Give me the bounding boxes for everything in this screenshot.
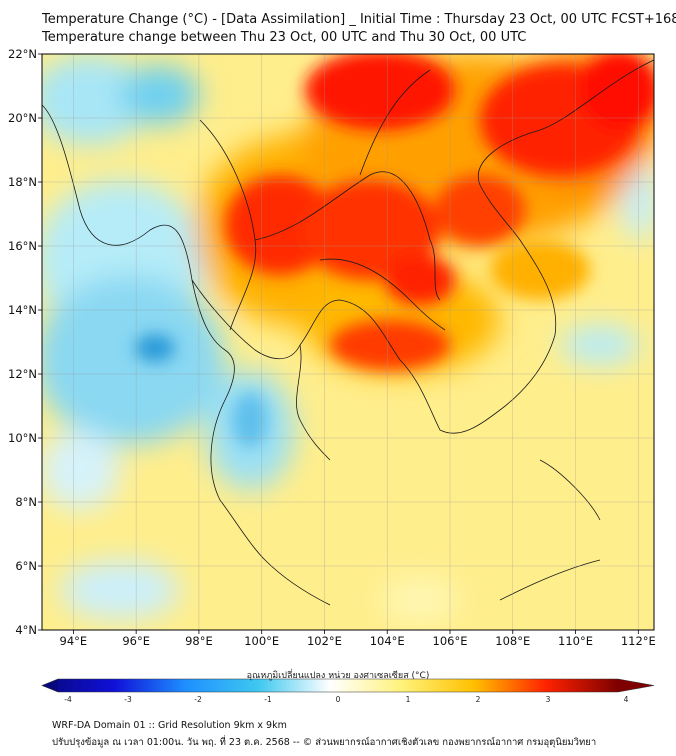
lat-tick-label: 4°N bbox=[15, 623, 37, 637]
lon-tick-label: 98°E bbox=[185, 634, 213, 648]
lat-tick-label: 8°N bbox=[15, 495, 37, 509]
lat-tick-label: 22°N bbox=[8, 47, 37, 61]
colorbar-label: อุณหภูมิเปลี่ยนแปลง หน่วย องศาเซลเซียส (… bbox=[246, 671, 430, 681]
latitude-labels: 22°N 20°N 18°N 16°N 14°N 12°N 10°N 8°N 6°N 4°N bbox=[8, 47, 37, 637]
lon-tick-label: 94°E bbox=[60, 634, 88, 648]
colorbar-tick-label: 4 bbox=[624, 695, 629, 704]
colorbar-tick-label: 3 bbox=[546, 695, 551, 704]
graticule bbox=[38, 53, 654, 634]
lon-tick-label: 112°E bbox=[621, 634, 656, 648]
colorbar-tick-label: -3 bbox=[124, 695, 132, 704]
lon-tick-label: 100°E bbox=[244, 634, 279, 648]
chart-title-line2: Temperature change between Thu 23 Oct, 0… bbox=[42, 30, 527, 45]
map-frame bbox=[41, 53, 655, 631]
colorbar-tick-label: -4 bbox=[64, 695, 72, 704]
temperature-field bbox=[42, 54, 654, 630]
colorbar-max-arrow bbox=[618, 679, 654, 692]
lon-tick-label: 110°E bbox=[558, 634, 593, 648]
lat-tick-label: 12°N bbox=[8, 367, 37, 381]
lat-tick-label: 16°N bbox=[8, 239, 37, 253]
colorbar-tick-label: -2 bbox=[194, 695, 202, 704]
footer-line2: ปรับปรุงข้อมูล ณ เวลา 01:00น. วัน พฤ. ที… bbox=[52, 737, 597, 748]
lon-tick-label: 96°E bbox=[122, 634, 150, 648]
colorbar-tick-label: 2 bbox=[476, 695, 481, 704]
chart-title-line1: Temperature Change (°C) - [Data Assimila… bbox=[42, 12, 676, 27]
lon-tick-label: 106°E bbox=[433, 634, 468, 648]
colorbar-tick-label: -1 bbox=[264, 695, 272, 704]
lon-tick-label: 108°E bbox=[495, 634, 530, 648]
lat-tick-label: 20°N bbox=[8, 111, 37, 125]
lat-tick-label: 18°N bbox=[8, 175, 37, 189]
colorbar-body bbox=[42, 679, 618, 692]
coastlines-borders bbox=[42, 59, 654, 606]
footer-line1: WRF-DA Domain 01 :: Grid Resolution 9km … bbox=[52, 720, 287, 731]
colorbar: -4 -3 -2 -1 0 1 2 3 4 bbox=[41, 678, 655, 704]
longitude-labels: 94°E 96°E 98°E 100°E 102°E 104°E 106°E 108°E 110… bbox=[60, 634, 656, 648]
lat-tick-label: 14°N bbox=[8, 303, 37, 317]
colorbar-tick-label: 0 bbox=[336, 695, 341, 704]
lat-tick-label: 6°N bbox=[15, 559, 37, 573]
lon-tick-label: 104°E bbox=[370, 634, 405, 648]
lon-tick-label: 102°E bbox=[307, 634, 342, 648]
lat-tick-label: 10°N bbox=[8, 431, 37, 445]
colorbar-min-arrow bbox=[42, 679, 58, 692]
colorbar-tick-label: 1 bbox=[406, 695, 411, 704]
